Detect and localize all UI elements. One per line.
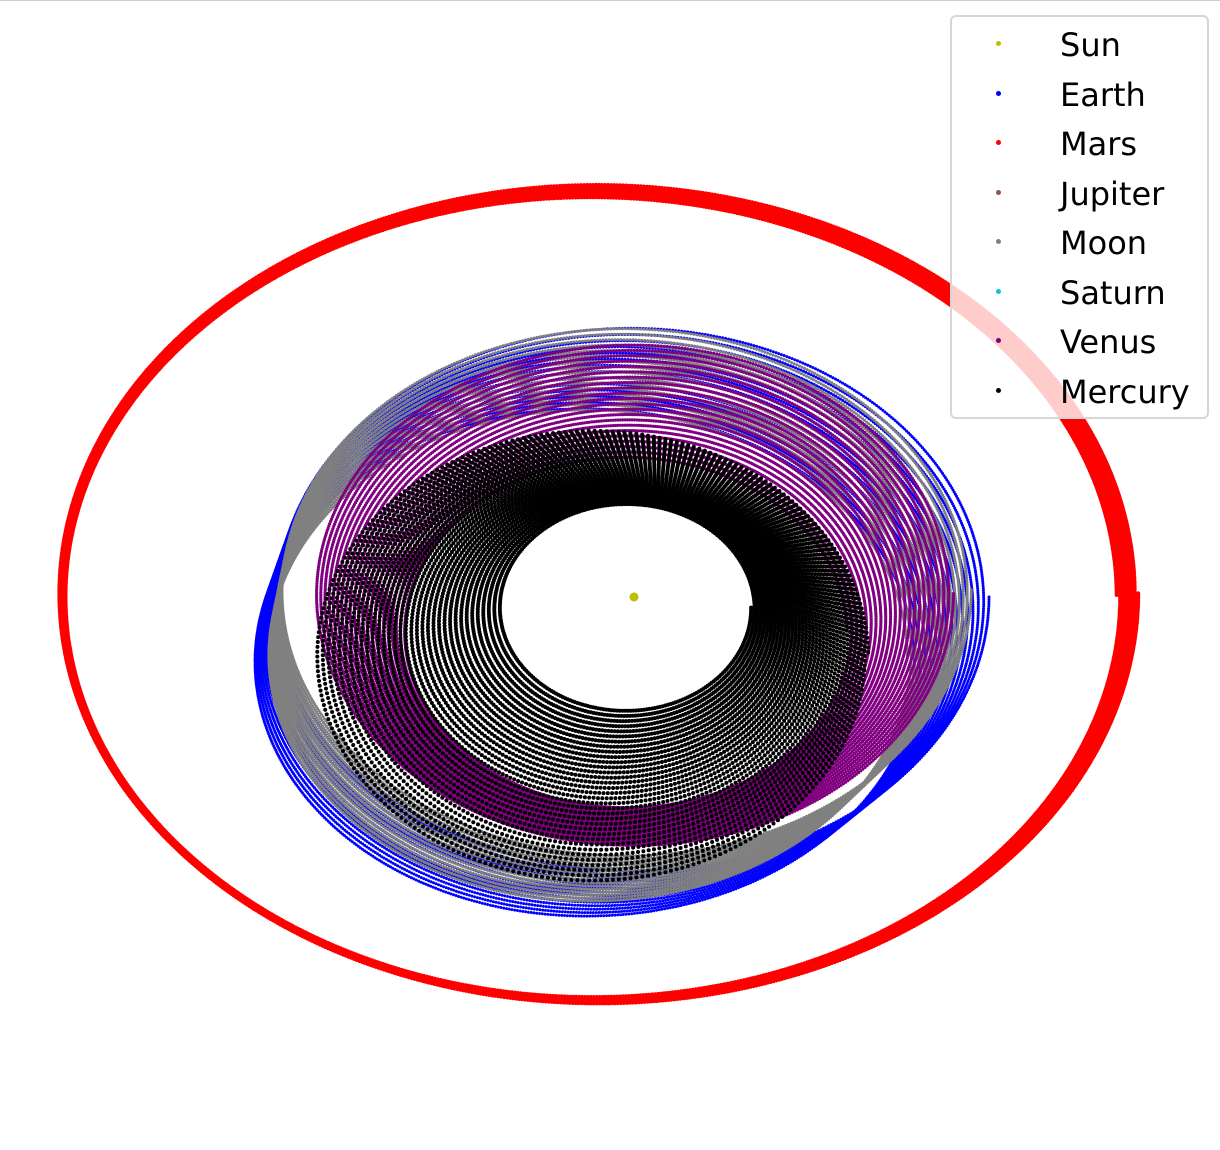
orbit-mars bbox=[57, 182, 1141, 1006]
orbit-trails bbox=[57, 182, 1141, 1006]
